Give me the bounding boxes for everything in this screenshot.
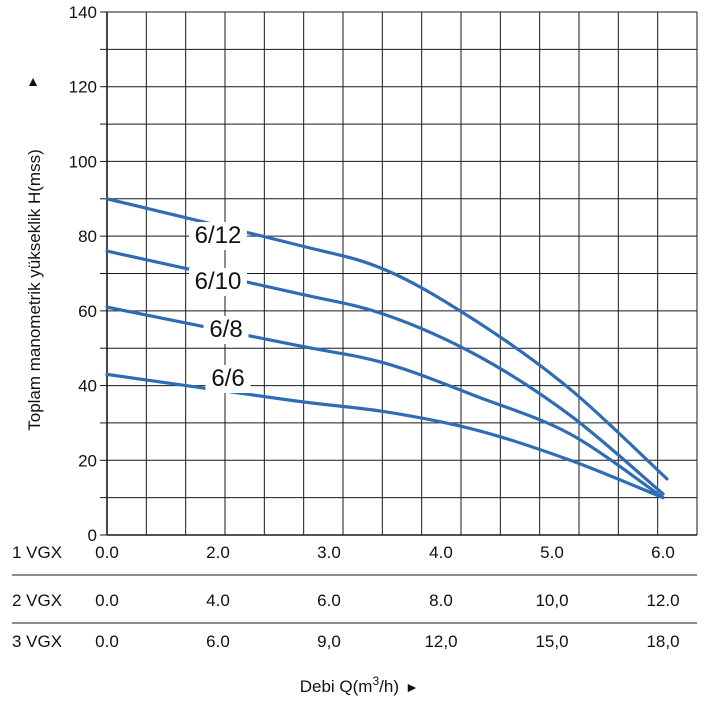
curve-label-group: 6/10 bbox=[189, 268, 247, 296]
y-axis-title: Toplam manometrik yükseklik H(mss) bbox=[25, 149, 44, 431]
curve-label-bg bbox=[189, 268, 247, 296]
x-tick-label: 9,0 bbox=[317, 632, 341, 651]
curve-label: 6/10 bbox=[195, 268, 242, 295]
curve-6-6 bbox=[105, 372, 665, 500]
curve-label-group: 6/6 bbox=[205, 365, 251, 393]
y-tick-label: 40 bbox=[78, 377, 97, 396]
curve-labels: 6/12 6/10 6/8 6/6 bbox=[189, 222, 251, 393]
x-tick-label: 3.0 bbox=[317, 543, 341, 562]
x-tick-label: 2.0 bbox=[206, 543, 230, 562]
x-tick-label: 4.0 bbox=[206, 591, 230, 610]
x-tick-label: 0.0 bbox=[95, 543, 119, 562]
x-tick-label: 6.0 bbox=[651, 543, 675, 562]
x-tick-label: 6.0 bbox=[206, 632, 230, 651]
x-row-label: 3 VGX bbox=[12, 632, 62, 651]
x-tick-label: 12.0 bbox=[646, 591, 679, 610]
grid-lines bbox=[100, 11, 698, 536]
curve-label: 6/8 bbox=[209, 316, 242, 343]
curve-label: 6/6 bbox=[211, 365, 244, 392]
x-axis-title: Debi Q(m3/h) bbox=[300, 674, 399, 696]
x-tick-label: 0.0 bbox=[95, 591, 119, 610]
y-tick-label: 0 bbox=[88, 526, 97, 545]
curve-label-bg bbox=[203, 316, 249, 344]
y-axis-arrow: ▲ bbox=[26, 73, 40, 89]
curve-6-8 bbox=[105, 305, 665, 500]
curve-label: 6/12 bbox=[195, 222, 242, 249]
y-tick-label: 140 bbox=[69, 3, 97, 22]
x-axis-arrow: ► bbox=[405, 679, 419, 695]
y-tick-label: 100 bbox=[69, 152, 97, 171]
x-tick-label: 12,0 bbox=[424, 632, 457, 651]
x-row-label: 1 VGX bbox=[12, 543, 62, 562]
x-tick-label: 15,0 bbox=[535, 632, 568, 651]
x-tick-label: 10,0 bbox=[535, 591, 568, 610]
x-tick-label: 8.0 bbox=[429, 591, 453, 610]
x-axis-title-group: Debi Q(m3/h) ► bbox=[300, 674, 419, 696]
y-tick-label: 20 bbox=[78, 451, 97, 470]
y-tick-label: 80 bbox=[78, 227, 97, 246]
x-tick-label: 5.0 bbox=[540, 543, 564, 562]
curve-label-group: 6/12 bbox=[189, 222, 247, 250]
curve-label-bg bbox=[205, 365, 251, 393]
y-tick-label: 120 bbox=[69, 78, 97, 97]
y-axis-ticks: 0 20 40 60 80 100 120 140 bbox=[69, 3, 97, 545]
curve-label-bg bbox=[189, 222, 247, 250]
x-row-label: 2 VGX bbox=[12, 591, 62, 610]
x-tick-label: 0.0 bbox=[95, 632, 119, 651]
x-axis-rows: 1 VGX 0.0 2.0 3.0 4.0 5.0 6.0 2 VGX 0.0 4.0 6.0 8.0… bbox=[12, 543, 697, 651]
x-tick-label: 6.0 bbox=[317, 591, 341, 610]
x-tick-label: 18,0 bbox=[646, 632, 679, 651]
curve-label-group: 6/8 bbox=[203, 316, 249, 344]
x-tick-label: 4.0 bbox=[429, 543, 453, 562]
y-tick-label: 60 bbox=[78, 302, 97, 321]
